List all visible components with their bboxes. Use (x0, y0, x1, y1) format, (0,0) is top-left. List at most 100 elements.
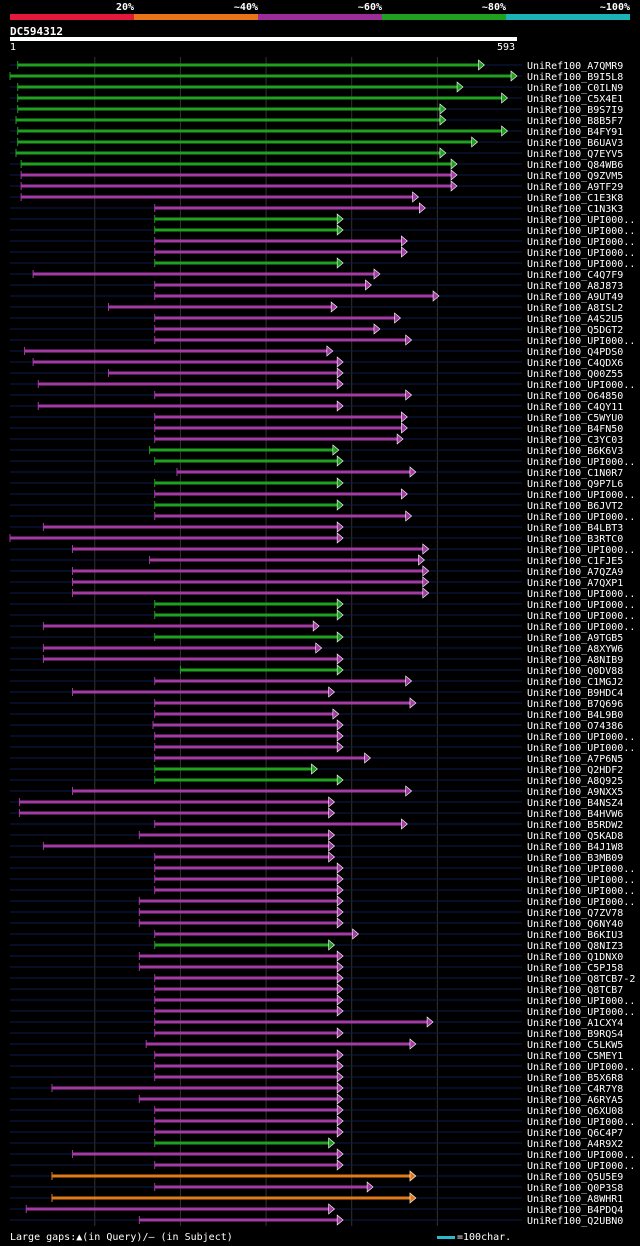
hit-row[interactable]: UniRef100_B4FY91 (10, 125, 623, 138)
hit-label[interactable]: UniRef100_UPI000.. (527, 259, 635, 270)
hit-row[interactable]: UniRef100_A8NIB9 (10, 653, 623, 666)
hit-label[interactable]: UniRef100_B3MB09 (527, 853, 623, 864)
hit-row[interactable]: UniRef100_Q8TCB7-2 (10, 972, 635, 985)
hit-label[interactable]: UniRef100_UPI000.. (527, 897, 635, 908)
hit-label[interactable]: UniRef100_B4FN50 (527, 424, 623, 435)
hit-row[interactable]: UniRef100_B6KIU3 (10, 928, 623, 941)
hit-label[interactable]: UniRef100_UPI000.. (527, 237, 635, 248)
hit-label[interactable]: UniRef100_A6RYA5 (527, 1095, 623, 1106)
hit-label[interactable]: UniRef100_B9S7I9 (527, 105, 623, 116)
hit-row[interactable]: UniRef100_C5MEY1 (10, 1049, 623, 1062)
hit-label[interactable]: UniRef100_Q00Z55 (527, 369, 623, 380)
hit-row[interactable]: UniRef100_UPI000.. (10, 213, 635, 226)
hit-label[interactable]: UniRef100_A8NIB9 (527, 655, 623, 666)
hit-label[interactable]: UniRef100_UPI000.. (527, 336, 635, 347)
hit-row[interactable]: UniRef100_UPI000.. (10, 862, 635, 875)
hit-row[interactable]: UniRef100_B3MB09 (10, 851, 623, 864)
hit-label[interactable]: UniRef100_C4QDX6 (527, 358, 623, 369)
hit-row[interactable]: UniRef100_A8XYW6 (10, 642, 623, 655)
hit-row[interactable]: UniRef100_A4R9X2 (10, 1137, 623, 1150)
hit-row[interactable]: UniRef100_UPI000.. (10, 620, 635, 633)
hit-row[interactable]: UniRef100_UPI000.. (10, 730, 635, 743)
hit-label[interactable]: UniRef100_Q2HDF2 (527, 765, 623, 776)
hit-row[interactable]: UniRef100_A8ISL2 (10, 301, 623, 314)
hit-label[interactable]: UniRef100_UPI000.. (527, 600, 635, 611)
hit-row[interactable]: UniRef100_UPI000.. (10, 895, 635, 908)
hit-label[interactable]: UniRef100_Q8TCB7-2 (527, 974, 635, 985)
hit-label[interactable]: UniRef100_C0ILN9 (527, 83, 623, 94)
hit-row[interactable]: UniRef100_Q2HDF2 (10, 763, 623, 776)
hit-row[interactable]: UniRef100_Q5KAD8 (10, 829, 623, 842)
hit-label[interactable]: UniRef100_UPI000.. (527, 380, 635, 391)
hit-label[interactable]: UniRef100_UPI000.. (527, 611, 635, 622)
hit-label[interactable]: UniRef100_O64850 (527, 391, 623, 402)
hit-row[interactable]: UniRef100_C1MGJ2 (10, 675, 623, 688)
hit-label[interactable]: UniRef100_C5MEY1 (527, 1051, 623, 1062)
hit-label[interactable]: UniRef100_Q0DV88 (527, 666, 623, 677)
hit-row[interactable]: UniRef100_B9HDC4 (10, 686, 623, 699)
hit-label[interactable]: UniRef100_Q6C4P7 (527, 1128, 623, 1139)
hit-label[interactable]: UniRef100_A4R9X2 (527, 1139, 623, 1150)
hit-row[interactable]: UniRef100_C4QY11 (10, 400, 623, 413)
hit-row[interactable]: UniRef100_A8WHR1 (10, 1192, 623, 1205)
hit-row[interactable]: UniRef100_A7QMR9 (10, 59, 623, 72)
hit-label[interactable]: UniRef100_UPI000.. (527, 226, 635, 237)
hit-row[interactable]: UniRef100_Q6XU08 (10, 1104, 623, 1117)
hit-row[interactable]: UniRef100_Q9P7L6 (10, 477, 623, 490)
hit-label[interactable]: UniRef100_B8B5F7 (527, 116, 623, 127)
hit-label[interactable]: UniRef100_UPI000.. (527, 864, 635, 875)
hit-label[interactable]: UniRef100_A7P6N5 (527, 754, 623, 765)
hit-label[interactable]: UniRef100_B7Q696 (527, 699, 623, 710)
hit-row[interactable]: UniRef100_C5PJ58 (10, 961, 623, 974)
hit-label[interactable]: UniRef100_UPI000.. (527, 1150, 635, 1161)
hit-label[interactable]: UniRef100_C4R7Y8 (527, 1084, 623, 1095)
hit-label[interactable]: UniRef100_UPI000.. (527, 248, 635, 259)
hit-row[interactable]: UniRef100_Q0P3S8 (10, 1181, 623, 1194)
hit-row[interactable]: UniRef100_Q00Z55 (10, 367, 623, 380)
hit-label[interactable]: UniRef100_C1N3K3 (527, 204, 623, 215)
hit-label[interactable]: UniRef100_A1CXY4 (527, 1018, 623, 1029)
hit-label[interactable]: UniRef100_B5RDW2 (527, 820, 623, 831)
hit-label[interactable]: UniRef100_UPI000.. (527, 512, 635, 523)
hit-label[interactable]: UniRef100_Q9ZVM5 (527, 171, 623, 182)
hit-label[interactable]: UniRef100_C1E3K8 (527, 193, 623, 204)
hit-row[interactable]: UniRef100_Q5U5E9 (10, 1170, 623, 1183)
hit-row[interactable]: UniRef100_B3RTC0 (9, 532, 623, 545)
hit-row[interactable]: UniRef100_B4L9B0 (10, 708, 623, 721)
hit-label[interactable]: UniRef100_Q4PDS0 (527, 347, 623, 358)
hit-label[interactable]: UniRef100_B4J1W8 (527, 842, 623, 853)
hit-row[interactable]: UniRef100_A8Q925 (10, 774, 623, 787)
hit-row[interactable]: UniRef100_B9RQS4 (10, 1027, 623, 1040)
hit-label[interactable]: UniRef100_Q0P3S8 (527, 1183, 623, 1194)
hit-label[interactable]: UniRef100_Q5KAD8 (527, 831, 623, 842)
hit-row[interactable]: UniRef100_UPI000.. (10, 1060, 635, 1073)
hit-label[interactable]: UniRef100_A8WHR1 (527, 1194, 623, 1205)
hit-row[interactable]: UniRef100_A7P6N5 (10, 752, 623, 765)
hit-row[interactable]: UniRef100_C1N3K3 (10, 202, 623, 215)
hit-label[interactable]: UniRef100_B6UAV3 (527, 138, 623, 149)
hit-row[interactable]: UniRef100_Q8NIZ3 (10, 939, 623, 952)
hit-label[interactable]: UniRef100_Q5U5E9 (527, 1172, 623, 1183)
hit-label[interactable]: UniRef100_B6KIU3 (527, 930, 623, 941)
hit-label[interactable]: UniRef100_UPI000.. (527, 1117, 635, 1128)
hit-row[interactable]: UniRef100_UPI000.. (10, 587, 635, 600)
hit-row[interactable]: UniRef100_UPI000.. (10, 884, 635, 897)
hit-row[interactable]: UniRef100_UPI000.. (10, 488, 635, 501)
hit-row[interactable]: UniRef100_Q0DV88 (10, 664, 623, 677)
hit-row[interactable]: UniRef100_C1E3K8 (10, 191, 623, 204)
hit-row[interactable]: UniRef100_UPI000.. (10, 994, 635, 1007)
hit-row[interactable]: UniRef100_UPI000.. (10, 543, 635, 556)
hit-label[interactable]: UniRef100_UPI000.. (527, 1161, 635, 1172)
hit-row[interactable]: UniRef100_UPI000.. (10, 246, 635, 259)
hit-row[interactable]: UniRef100_A8J873 (10, 279, 623, 292)
hit-label[interactable]: UniRef100_Q9P7L6 (527, 479, 623, 490)
hit-label[interactable]: UniRef100_B4LBT3 (527, 523, 623, 534)
hit-label[interactable]: UniRef100_B6K6V3 (527, 446, 623, 457)
hit-row[interactable]: UniRef100_UPI000.. (10, 334, 635, 347)
hit-label[interactable]: UniRef100_UPI000.. (527, 875, 635, 886)
hit-row[interactable]: UniRef100_UPI000.. (10, 235, 635, 248)
hit-row[interactable]: UniRef100_C1FJE5 (10, 554, 623, 567)
hit-row[interactable]: UniRef100_Q1DNX0 (10, 950, 623, 963)
hit-label[interactable]: UniRef100_UPI000.. (527, 886, 635, 897)
hit-label[interactable]: UniRef100_UPI000.. (527, 589, 635, 600)
